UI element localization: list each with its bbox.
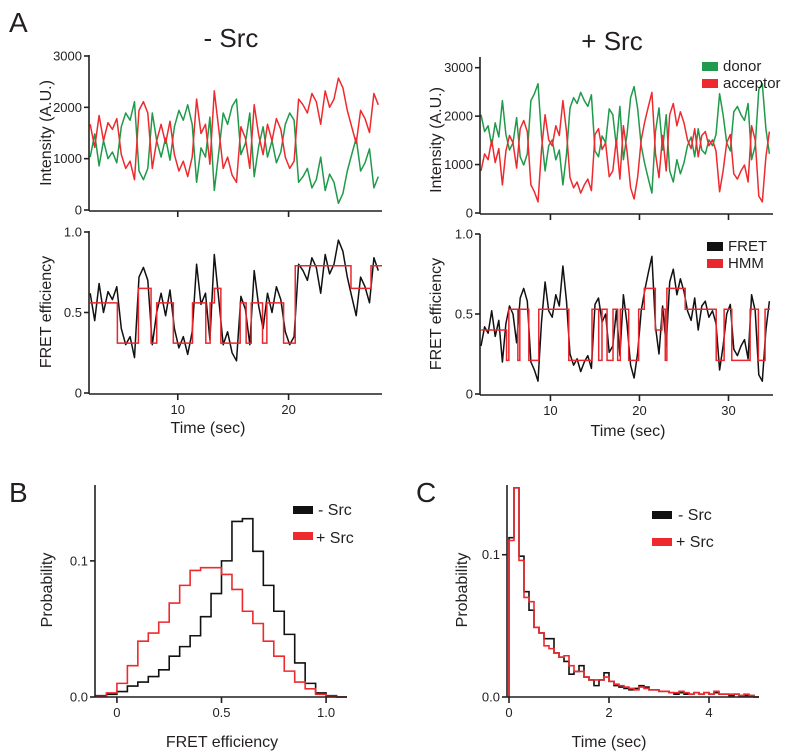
ylabel-fret-plus: FRET efficiency [428,258,445,370]
chart-a-2: 0 0.5 1.0 10 20 [64,225,382,417]
trace-fret [480,255,771,382]
panel-label-b: B [9,477,28,508]
x-tick-label: 0.5 [212,705,230,720]
histogram-series-minus-src [95,517,347,698]
y-tick-label: 1000 [444,157,473,172]
legend-label-hmm: HMM [728,255,764,272]
legend-swatch-hmm [707,259,723,268]
chart-a-1: 0 1000 2000 3000 [444,57,773,221]
trace-donor [89,98,379,205]
y-tick-label: 0 [75,386,82,401]
panel-label-c: C [416,477,436,508]
histogram-series-minus-src [508,487,759,698]
ylabel-probability-c: Probability [454,553,471,628]
legend-swatch-plus-src [293,532,313,540]
chart-b-4: 0.0 0.1 0 0.5 1.0 [70,485,347,720]
trace-hmm [481,287,771,362]
y-tick-label: 3000 [53,49,82,64]
ylabel-intensity-minus: Intensity (A.U.) [38,80,55,186]
legend-c: - Src + Src [652,507,714,551]
x-tick-label: 2 [605,705,612,720]
ylabel-probability-b: Probability [39,553,56,628]
legend-swatch-plus-src [652,538,672,546]
legend-swatch-minus-src [293,506,313,514]
y-tick-label: 0.1 [482,547,500,562]
chart-a-0: 0 1000 2000 3000 [53,49,382,218]
histogram-series-plus-src [508,487,759,698]
y-tick-label: 2000 [53,100,82,115]
legend-label-fret: FRET [728,238,767,255]
y-tick-label: 0.5 [64,305,82,320]
y-tick-label: 0 [466,387,473,402]
y-tick-label: 0.0 [70,690,88,705]
xlabel-time-plus: Time (sec) [591,423,666,440]
y-tick-label: 0.5 [455,307,473,322]
panel-label-a: A [9,7,28,38]
legend-label-donor: donor [723,58,761,75]
x-tick-label: 10 [171,402,185,417]
legend-label-minus-src: - Src [318,502,352,519]
y-tick-label: 0 [466,206,473,221]
histogram-series-plus-src [95,566,347,698]
legend-label-acceptor: acceptor [723,75,781,92]
xlabel-time-c: Time (sec) [572,734,647,751]
ylabel-fret-minus: FRET efficiency [38,256,55,368]
legend-fret: FRET HMM [707,238,767,272]
y-tick-label: 0.0 [482,690,500,705]
trace-hmm [90,265,382,344]
legend-label-minus-src: - Src [678,507,712,524]
y-tick-label: 2000 [444,109,473,124]
legend-swatch-acceptor [702,79,718,88]
title-plus-src: + Src [581,26,642,56]
x-tick-label: 0 [113,705,120,720]
xlabel-fret-b: FRET efficiency [166,734,278,751]
trace-acceptor [89,77,379,184]
chart-a-3: 0 0.5 1.0 10 20 30 [455,227,773,418]
legend-b: - Src + Src [293,502,354,547]
chart-c-5: 0.0 0.1 0 2 4 [482,485,759,720]
x-tick-label: 4 [705,705,712,720]
x-tick-label: 20 [632,403,646,418]
xlabel-time-minus: Time (sec) [171,420,246,437]
x-tick-label: 0 [505,705,512,720]
y-tick-label: 0 [75,203,82,218]
x-tick-label: 10 [543,403,557,418]
legend-label-plus-src: + Src [316,530,354,547]
ylabel-intensity-plus: Intensity (A.U.) [428,87,445,193]
y-tick-label: 0.1 [70,553,88,568]
legend-swatch-donor [702,62,718,71]
trace-donor [480,82,771,194]
legend-intensity: donor acceptor [702,58,781,92]
y-tick-label: 1000 [53,151,82,166]
x-tick-label: 20 [281,402,295,417]
title-minus-src: - Src [204,23,259,53]
legend-swatch-minus-src [652,511,672,519]
x-tick-label: 1.0 [317,705,335,720]
x-tick-label: 30 [721,403,735,418]
y-tick-label: 1.0 [64,225,82,240]
legend-label-plus-src: + Src [676,534,714,551]
y-tick-label: 1.0 [455,227,473,242]
legend-swatch-fret [707,242,723,251]
y-tick-label: 3000 [444,60,473,75]
trace-acceptor [480,91,771,203]
